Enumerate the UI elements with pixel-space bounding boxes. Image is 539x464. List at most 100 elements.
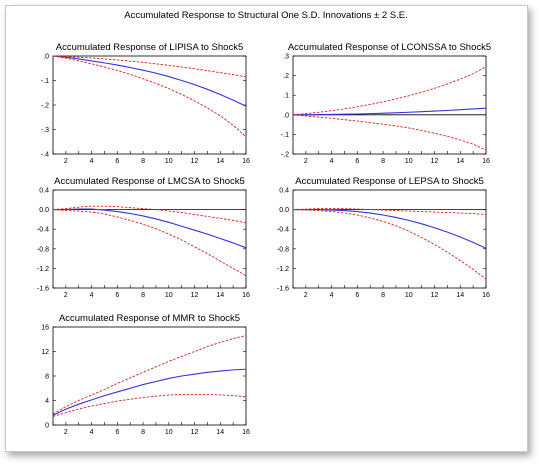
x-tick-label: 4	[90, 292, 94, 299]
response-line	[52, 368, 247, 416]
panel-title: Accumulated Response of LEPSA to Shock5	[295, 176, 484, 187]
y-tick-label: 12	[41, 349, 49, 356]
panel-1: Accumulated Response of LIPISA to Shock5…	[41, 42, 250, 165]
panel-title: Accumulated Response of MMR to Shock5	[59, 313, 240, 324]
upper-band-line	[52, 205, 247, 224]
x-tick-label: 12	[191, 429, 199, 436]
upper-band-line	[52, 335, 247, 415]
y-tick-label: .2	[283, 73, 289, 80]
x-tick-label: 12	[191, 158, 199, 165]
x-tick-label: 6	[355, 292, 359, 299]
x-tick-label: 4	[330, 292, 334, 299]
plot-frame	[52, 55, 247, 155]
y-tick-label: -0.8	[37, 246, 49, 253]
x-tick-label: 14	[216, 429, 224, 436]
x-tick-label: 14	[456, 158, 464, 165]
y-tick-label: 0.0	[279, 207, 289, 214]
panel-title: Accumulated Response of LCONSSA to Shock…	[288, 42, 491, 53]
x-tick-label: 16	[242, 292, 250, 299]
x-tick-label: 10	[405, 158, 413, 165]
x-tick-label: 16	[242, 429, 250, 436]
upper-band-line	[52, 55, 247, 78]
x-tick-label: 14	[456, 292, 464, 299]
plot-frame	[292, 55, 487, 155]
x-tick-label: 4	[330, 158, 334, 165]
response-line	[53, 208, 247, 249]
lower-band-line	[292, 209, 487, 280]
y-tick-label: -0.4	[37, 227, 49, 234]
upper-band-line	[292, 208, 487, 215]
y-tick-label: -.4	[41, 152, 49, 159]
y-tick-label: -1.6	[37, 286, 49, 293]
response-line	[293, 209, 487, 249]
y-tick-label: -1.2	[277, 266, 289, 273]
x-tick-label: 12	[431, 158, 439, 165]
x-tick-label: 16	[482, 158, 490, 165]
panel-3: Accumulated Response of LMCSA to Shock5 0…	[37, 176, 250, 299]
lower-band-line	[52, 393, 247, 417]
figure-frame: Accumulated Response to Structural One S…	[5, 5, 528, 452]
y-tick-label: 0.4	[279, 188, 289, 195]
x-tick-label: 2	[64, 158, 68, 165]
panel-title: Accumulated Response of LMCSA to Shock5	[54, 176, 245, 187]
y-tick-label: 8	[45, 374, 49, 381]
panel-title: Accumulated Response of LIPISA to Shock5	[56, 42, 243, 53]
x-tick-label: 8	[141, 292, 145, 299]
x-tick-label: 8	[381, 292, 385, 299]
plot-frame	[52, 189, 247, 289]
y-tick-label: -.3	[41, 127, 49, 134]
y-tick-label: .3	[283, 54, 289, 61]
x-tick-label: 16	[482, 292, 490, 299]
panel-2: Accumulated Response of LCONSSA to Shock…	[281, 42, 491, 165]
panel-5: Accumulated Response of MMR to Shock5 16 1…	[41, 313, 250, 436]
x-tick-label: 8	[141, 158, 145, 165]
y-tick-label: -0.4	[277, 227, 289, 234]
y-tick-label: 0	[45, 423, 49, 430]
lower-band-line	[52, 55, 247, 138]
lower-band-line	[292, 114, 487, 151]
x-tick-label: 8	[141, 429, 145, 436]
x-tick-label: 10	[165, 158, 173, 165]
x-tick-label: 10	[405, 292, 413, 299]
x-tick-label: 14	[216, 158, 224, 165]
y-tick-label: -.1	[41, 78, 49, 85]
response-line	[52, 55, 247, 107]
y-tick-label: -0.8	[277, 246, 289, 253]
plot-frame	[52, 326, 247, 426]
x-tick-label: 6	[355, 158, 359, 165]
y-tick-label: .1	[283, 93, 289, 100]
y-tick-label: -.2	[281, 152, 289, 159]
impulse-response-figure: Accumulated Response to Structural One S…	[37, 10, 491, 436]
y-tick-label: -.1	[281, 132, 289, 139]
y-tick-label: -.2	[41, 103, 49, 110]
y-tick-label: -1.2	[37, 266, 49, 273]
panel-4: Accumulated Response of LEPSA to Shock5 0…	[277, 176, 490, 299]
x-tick-label: 6	[115, 158, 119, 165]
x-tick-label: 2	[64, 429, 68, 436]
x-tick-label: 4	[90, 429, 94, 436]
y-tick-label: 16	[41, 325, 49, 332]
x-tick-label: 2	[64, 292, 68, 299]
x-tick-label: 12	[191, 292, 199, 299]
x-tick-label: 14	[216, 292, 224, 299]
y-tick-label: 0.4	[39, 188, 49, 195]
x-tick-label: 4	[90, 158, 94, 165]
upper-band-line	[292, 66, 487, 116]
y-tick-label: 4	[45, 398, 49, 405]
y-tick-label: -1.6	[277, 286, 289, 293]
x-tick-label: 6	[115, 429, 119, 436]
x-tick-label: 2	[304, 158, 308, 165]
figure-title: Accumulated Response to Structural One S…	[124, 10, 408, 21]
x-tick-label: 10	[165, 292, 173, 299]
x-tick-label: 2	[304, 292, 308, 299]
x-tick-label: 6	[115, 292, 119, 299]
x-tick-label: 8	[381, 158, 385, 165]
panels: Accumulated Response of LIPISA to Shock5…	[37, 42, 491, 436]
x-tick-label: 16	[242, 158, 250, 165]
x-tick-label: 10	[165, 429, 173, 436]
y-tick-label: 0.0	[39, 207, 49, 214]
plot-frame	[292, 189, 487, 289]
x-tick-label: 12	[431, 292, 439, 299]
lower-band-line	[52, 209, 247, 277]
response-line	[293, 107, 487, 116]
